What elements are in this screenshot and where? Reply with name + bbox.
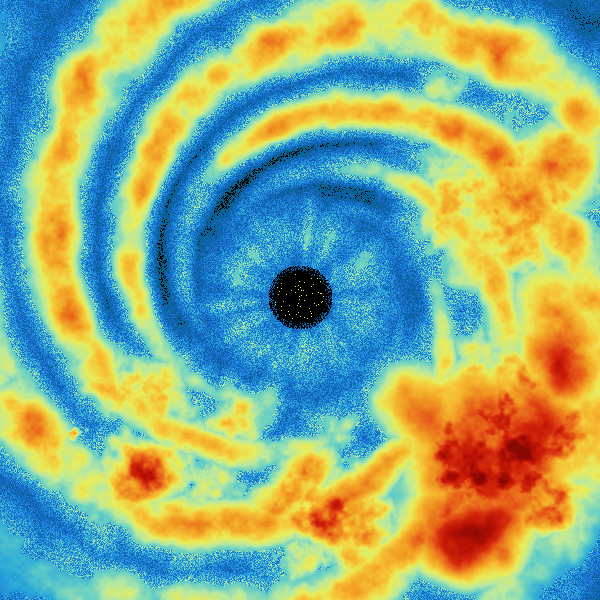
radar-view bbox=[0, 0, 600, 600]
radar-reflectivity-image bbox=[0, 0, 600, 600]
